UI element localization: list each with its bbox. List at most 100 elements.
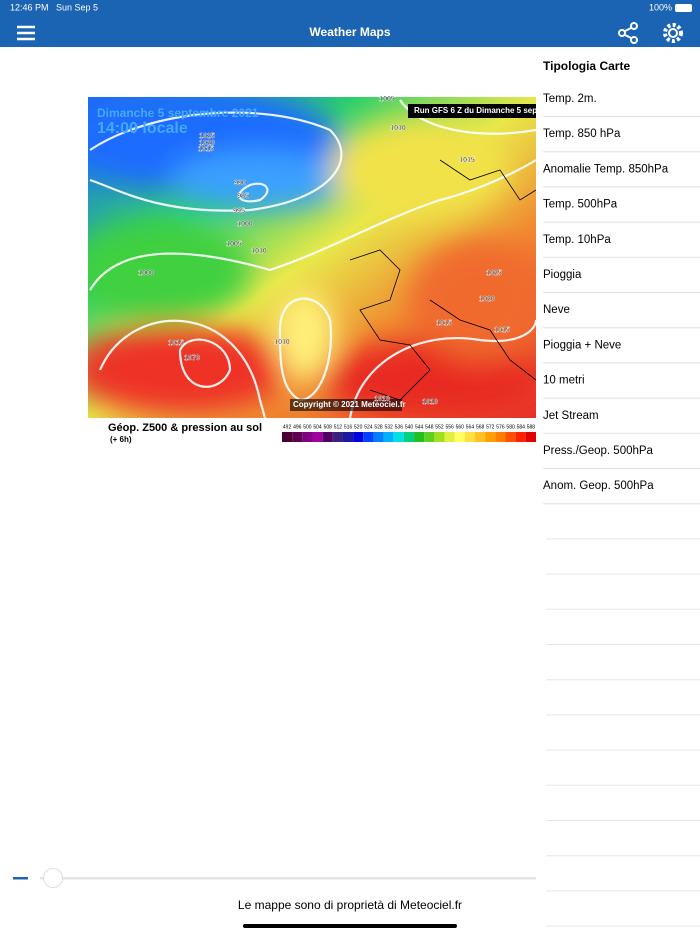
- scale-label: 568: [476, 424, 485, 430]
- pressure-label: 1020: [199, 140, 215, 147]
- scale-swatch: [373, 432, 384, 442]
- pressure-label: 1005: [379, 96, 395, 103]
- scale-swatch: [464, 432, 476, 442]
- scale-swatch: [515, 432, 526, 442]
- battery-icon: [675, 4, 692, 12]
- pressure-label: 990: [234, 180, 246, 187]
- pressure-label: 995: [233, 208, 245, 215]
- scale-label: 540: [405, 424, 414, 430]
- status-battery: 100%: [649, 2, 672, 12]
- scale-swatch: [495, 432, 506, 442]
- top-bar-bg: [0, 0, 700, 47]
- scale-swatch: [393, 432, 404, 442]
- scale-swatch: [434, 432, 445, 442]
- pressure-label: 1015: [436, 320, 452, 327]
- pressure-label: 1070: [184, 355, 200, 362]
- scale-label: 500: [303, 424, 312, 430]
- scale-label: 576: [496, 424, 505, 430]
- scale-label: 588: [527, 424, 536, 430]
- scale-swatch: [353, 432, 364, 442]
- status-date: Sun Sep 5: [56, 2, 98, 12]
- sidebar-item[interactable]: Temp. 10hPa: [543, 234, 611, 246]
- map-run: Run GFS 6 Z du Dimanche 5 septe: [414, 106, 545, 115]
- map-copyright: Copyright © 2021 Meteociel.fr: [293, 400, 406, 409]
- map-time: 14:00 locale: [97, 120, 188, 137]
- scale-label: 544: [415, 424, 424, 430]
- footer-credit: Le mappe sono di proprietà di Meteociel.…: [238, 898, 462, 912]
- sidebar-item[interactable]: 10 metri: [543, 375, 585, 387]
- scale-label: 556: [445, 424, 454, 430]
- pressure-label: 1015: [198, 146, 214, 153]
- menu-button[interactable]: [17, 25, 35, 41]
- nav-title: Weather Maps: [309, 25, 390, 39]
- scale-label: 548: [425, 424, 434, 430]
- pressure-label: 1015: [494, 327, 510, 334]
- scale-swatch: [332, 432, 343, 442]
- scale-swatch: [383, 432, 394, 442]
- slider-fill: [13, 877, 28, 880]
- scale-swatch: [444, 432, 455, 442]
- pressure-label: 1010: [251, 248, 267, 255]
- scale-swatch: [403, 432, 415, 442]
- scale-label: 492: [283, 424, 292, 430]
- scale-swatch: [322, 432, 333, 442]
- sidebar-item[interactable]: Pioggia + Neve: [543, 339, 621, 351]
- sidebar-bg: [536, 47, 700, 934]
- sidebar-item[interactable]: Press./Geop. 500hPa: [543, 445, 654, 457]
- scale-label: 524: [364, 424, 373, 430]
- scale-label: 560: [456, 424, 465, 430]
- pressure-label: 1025: [199, 133, 215, 140]
- sidebar-item[interactable]: Neve: [543, 304, 570, 316]
- pressure-label: 1020: [479, 296, 495, 303]
- sidebar-item[interactable]: Anom. Geop. 500hPa: [543, 480, 654, 492]
- sidebar-item[interactable]: Anomalie Temp. 850hPa: [543, 163, 669, 175]
- scale-swatch: [292, 432, 303, 442]
- scale-label: 552: [435, 424, 444, 430]
- weather-map: [88, 97, 536, 418]
- scale-swatch: [312, 432, 323, 442]
- scale-label: 520: [354, 424, 363, 430]
- scale-label: 580: [506, 424, 515, 430]
- pressure-label: 1025: [486, 270, 502, 277]
- slider-track[interactable]: [40, 877, 536, 880]
- scale-label: 564: [466, 424, 475, 430]
- scale-label: 496: [293, 424, 302, 430]
- scale-label: 512: [334, 424, 343, 430]
- scale-label: 508: [324, 424, 333, 430]
- sidebar-item[interactable]: Temp. 850 hPa: [543, 128, 621, 140]
- scale-swatch: [363, 432, 374, 442]
- scale-swatch: [525, 432, 536, 442]
- scale-label: 528: [374, 424, 383, 430]
- scale-swatch: [475, 432, 486, 442]
- pressure-label: 1015: [168, 340, 184, 347]
- sidebar-item[interactable]: Jet Stream: [543, 410, 599, 422]
- pressure-label: 985: [237, 193, 249, 200]
- scale-swatch: [424, 432, 435, 442]
- status-time: 12:46 PM: [10, 2, 49, 12]
- sidebar-item[interactable]: Temp. 500hPa: [543, 199, 618, 211]
- scale-swatch: [505, 432, 516, 442]
- slider-thumb[interactable]: [43, 868, 63, 888]
- pressure-label: 1000: [237, 221, 253, 228]
- pressure-label: 1015: [459, 157, 475, 164]
- sidebar-title: Tipologia Carte: [543, 59, 630, 73]
- settings-button[interactable]: [663, 23, 683, 43]
- scale-swatch: [302, 432, 313, 442]
- pressure-label: 1000: [138, 270, 154, 277]
- pressure-label: 1010: [390, 125, 406, 132]
- map-offset: (+ 6h): [110, 435, 132, 444]
- scale-swatch: [454, 432, 465, 442]
- pressure-label: 1010: [422, 399, 438, 406]
- map-caption: Géop. Z500 & pression au sol: [108, 422, 262, 434]
- scale-label: 516: [344, 424, 353, 430]
- sidebar-item[interactable]: Pioggia: [543, 269, 582, 281]
- pressure-label: 1005: [226, 241, 242, 248]
- scale-swatch: [282, 432, 293, 442]
- scale-swatch: [414, 432, 425, 442]
- pressure-label: 1010: [274, 339, 290, 346]
- sidebar-item[interactable]: Temp. 2m.: [543, 93, 597, 105]
- pressure-label: 1010: [374, 396, 390, 403]
- share-button[interactable]: [618, 22, 638, 44]
- map-date: Dimanche 5 septembre 2021: [97, 106, 259, 120]
